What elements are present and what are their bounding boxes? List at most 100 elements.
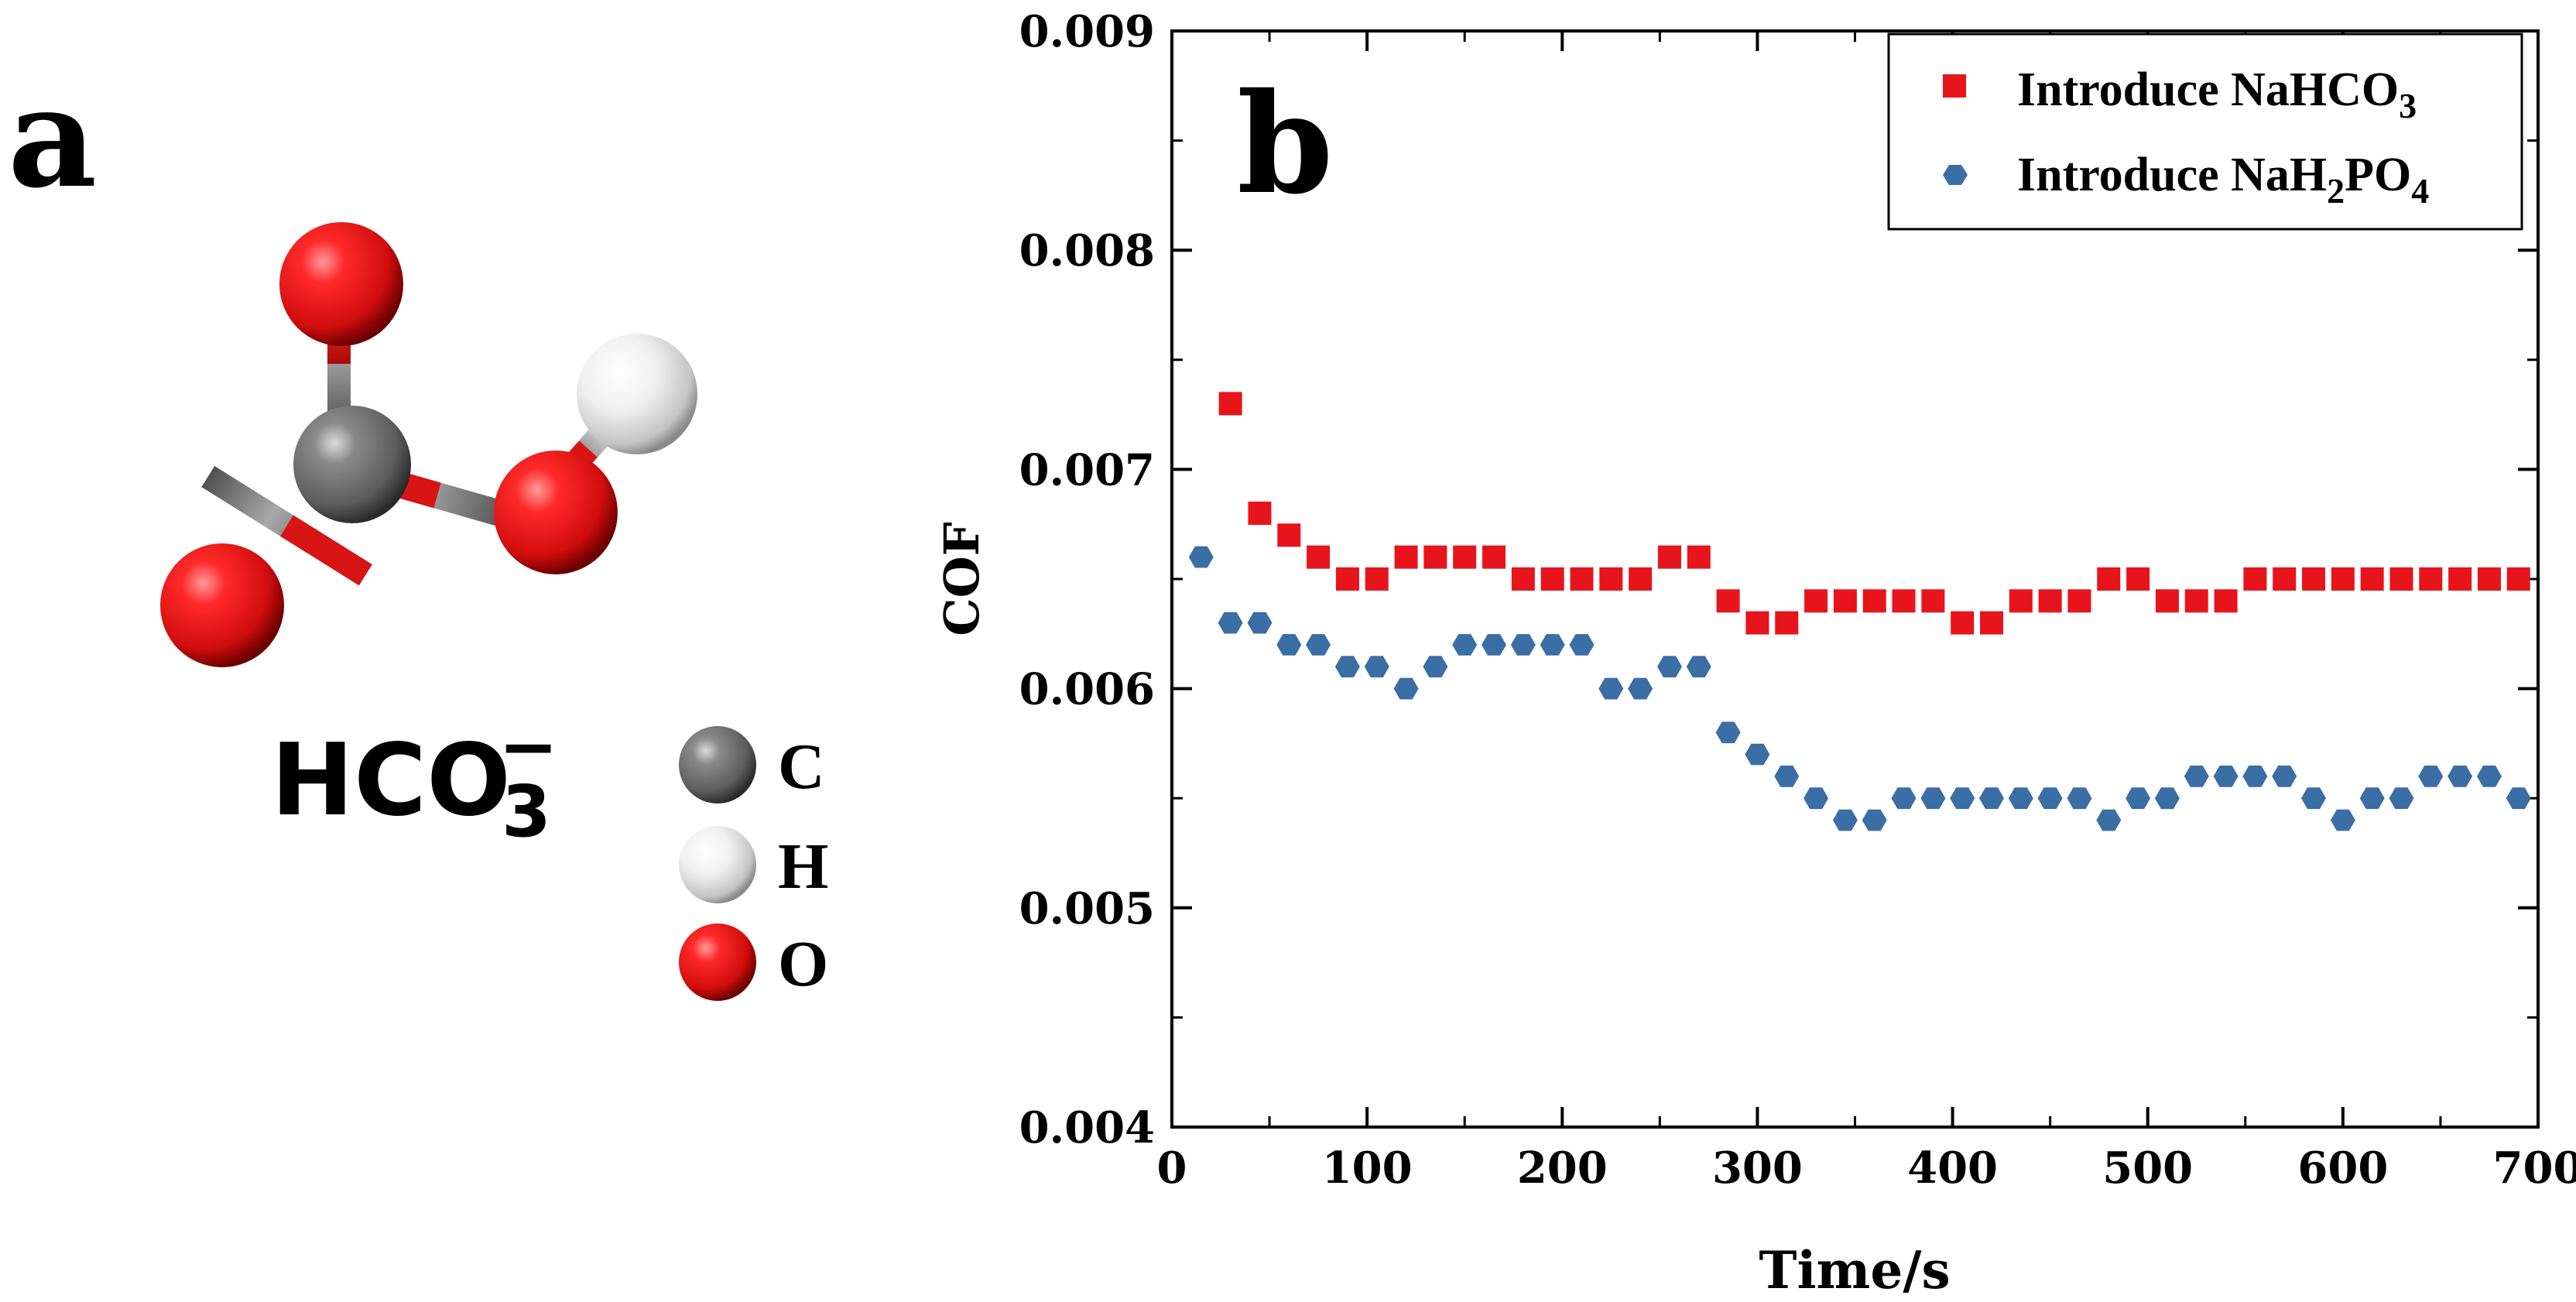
series-layer <box>1188 392 2531 831</box>
data-point-nahco3 <box>1892 589 1916 613</box>
data-point-nahco3 <box>2360 567 2384 591</box>
legend-marker-nah2po4 <box>1943 165 1968 185</box>
oxygen-atom-right <box>494 451 618 574</box>
y-tick-label: 0.007 <box>1019 444 1155 495</box>
data-point-nah2po4 <box>2448 766 2473 787</box>
data-point-nah2po4 <box>1188 546 1214 568</box>
data-point-nah2po4 <box>2330 809 2355 831</box>
panel-a-label: a <box>8 57 97 218</box>
data-point-nahco3 <box>1687 545 1711 569</box>
legend-oxygen-icon <box>679 923 756 1001</box>
data-point-nahco3 <box>1335 567 1359 591</box>
data-point-nahco3 <box>1629 567 1653 591</box>
data-point-nah2po4 <box>1423 656 1448 678</box>
data-point-nah2po4 <box>2359 787 2385 810</box>
x-tick-label: 300 <box>1712 1143 1803 1194</box>
legend-label-nah2po4: Introduce NaH2PO4 <box>2017 149 2429 211</box>
data-point-nah2po4 <box>1334 656 1360 678</box>
data-point-nah2po4 <box>1745 743 1770 766</box>
legend-label-nahco3: Introduce NaHCO3 <box>2017 63 2417 125</box>
legend-hydrogen-label: H <box>778 831 828 903</box>
data-point-nah2po4 <box>1482 634 1506 656</box>
series-1 <box>1188 546 2531 831</box>
data-point-nah2po4 <box>1628 677 1653 700</box>
y-axis: 0.004 0.005 0.006 0.007 0.008 0.009 <box>1019 6 2538 1153</box>
x-axis-title: Time/s <box>1759 1240 1950 1300</box>
data-point-nahco3 <box>2448 567 2472 591</box>
data-point-nah2po4 <box>2154 787 2180 810</box>
data-point-nahco3 <box>1599 567 1623 591</box>
data-point-nah2po4 <box>1247 612 1273 634</box>
data-point-nahco3 <box>1775 611 1799 635</box>
data-point-nah2po4 <box>1569 634 1595 656</box>
y-tick-label: 0.008 <box>1019 225 1155 276</box>
data-point-nah2po4 <box>1540 634 1565 656</box>
data-point-nah2po4 <box>1510 634 1536 656</box>
panel-a: a <box>8 57 828 1001</box>
y-tick-label: 0.009 <box>1019 6 1155 57</box>
data-point-nah2po4 <box>1393 677 1419 700</box>
data-point-nah2po4 <box>2272 766 2297 787</box>
oxygen-atom-top <box>279 222 403 346</box>
data-point-nahco3 <box>2506 567 2530 591</box>
legend-carbon-icon <box>679 726 756 803</box>
data-point-nahco3 <box>2302 567 2326 591</box>
data-point-nahco3 <box>2419 567 2443 591</box>
data-point-nah2po4 <box>1950 787 1975 810</box>
data-point-nahco3 <box>2155 589 2179 613</box>
formula-superscript: − <box>498 705 558 788</box>
atom-legend: C H O <box>679 726 828 1001</box>
data-point-nahco3 <box>2331 567 2355 591</box>
data-point-nah2po4 <box>1364 656 1389 678</box>
data-point-nah2po4 <box>1920 787 1946 810</box>
data-point-nah2po4 <box>2418 766 2444 787</box>
data-point-nah2po4 <box>2506 787 2531 810</box>
chart-legend: Introduce NaHCO3 Introduce NaH2PO4 <box>1887 33 2523 231</box>
data-point-nahco3 <box>2214 589 2238 613</box>
data-point-nah2po4 <box>2389 787 2414 810</box>
data-point-nah2po4 <box>1306 634 1331 656</box>
data-point-nahco3 <box>1423 545 1447 569</box>
data-point-nah2po4 <box>1804 787 1829 810</box>
y-tick-label: 0.004 <box>1019 1102 1155 1153</box>
data-point-nah2po4 <box>1276 634 1302 656</box>
data-point-nah2po4 <box>2037 787 2063 810</box>
data-point-nahco3 <box>1745 611 1769 635</box>
carbon-atom <box>293 406 411 523</box>
data-point-nah2po4 <box>2184 766 2209 787</box>
data-point-nahco3 <box>2097 567 2121 591</box>
data-point-nahco3 <box>1804 589 1828 613</box>
data-point-nahco3 <box>1833 589 1857 613</box>
legend-oxygen-label: O <box>778 928 828 1000</box>
data-point-nah2po4 <box>2242 766 2268 787</box>
hydrogen-atom <box>577 334 697 454</box>
legend-marker-nahco3 <box>1943 74 1966 98</box>
data-point-nahco3 <box>1951 611 1975 635</box>
y-axis-title: COF <box>933 522 990 636</box>
legend-box <box>1887 33 2523 231</box>
x-axis: 0 100 200 300 400 500 600 700 <box>1157 31 2576 1194</box>
data-point-nahco3 <box>1657 545 1681 569</box>
formula-hco3: HCO 3 − <box>271 705 558 853</box>
data-point-nah2po4 <box>1832 809 1858 831</box>
y-tick-label: 0.006 <box>1019 664 1155 715</box>
data-point-nahco3 <box>1540 567 1564 591</box>
series-0 <box>1218 392 2530 635</box>
data-point-nahco3 <box>1365 567 1389 591</box>
data-point-nah2po4 <box>2477 766 2502 787</box>
data-point-nahco3 <box>1482 545 1506 569</box>
legend-hydrogen-icon <box>679 826 756 903</box>
data-point-nahco3 <box>2038 589 2062 613</box>
data-point-nahco3 <box>1716 589 1740 613</box>
oxygen-atom-left <box>160 543 284 667</box>
data-point-nah2po4 <box>1657 656 1682 678</box>
data-point-nahco3 <box>1980 611 2003 635</box>
data-point-nahco3 <box>1570 567 1594 591</box>
data-point-nah2po4 <box>1686 656 1711 678</box>
hco3-molecule <box>160 222 697 667</box>
x-tick-label: 200 <box>1517 1143 1608 1194</box>
data-point-nah2po4 <box>2067 787 2092 810</box>
data-point-nahco3 <box>1862 589 1886 613</box>
data-point-nah2po4 <box>2301 787 2326 810</box>
cof-chart: b 0.004 0.005 0.006 0.007 0.008 0.009 0 100 200… <box>933 6 2576 1300</box>
